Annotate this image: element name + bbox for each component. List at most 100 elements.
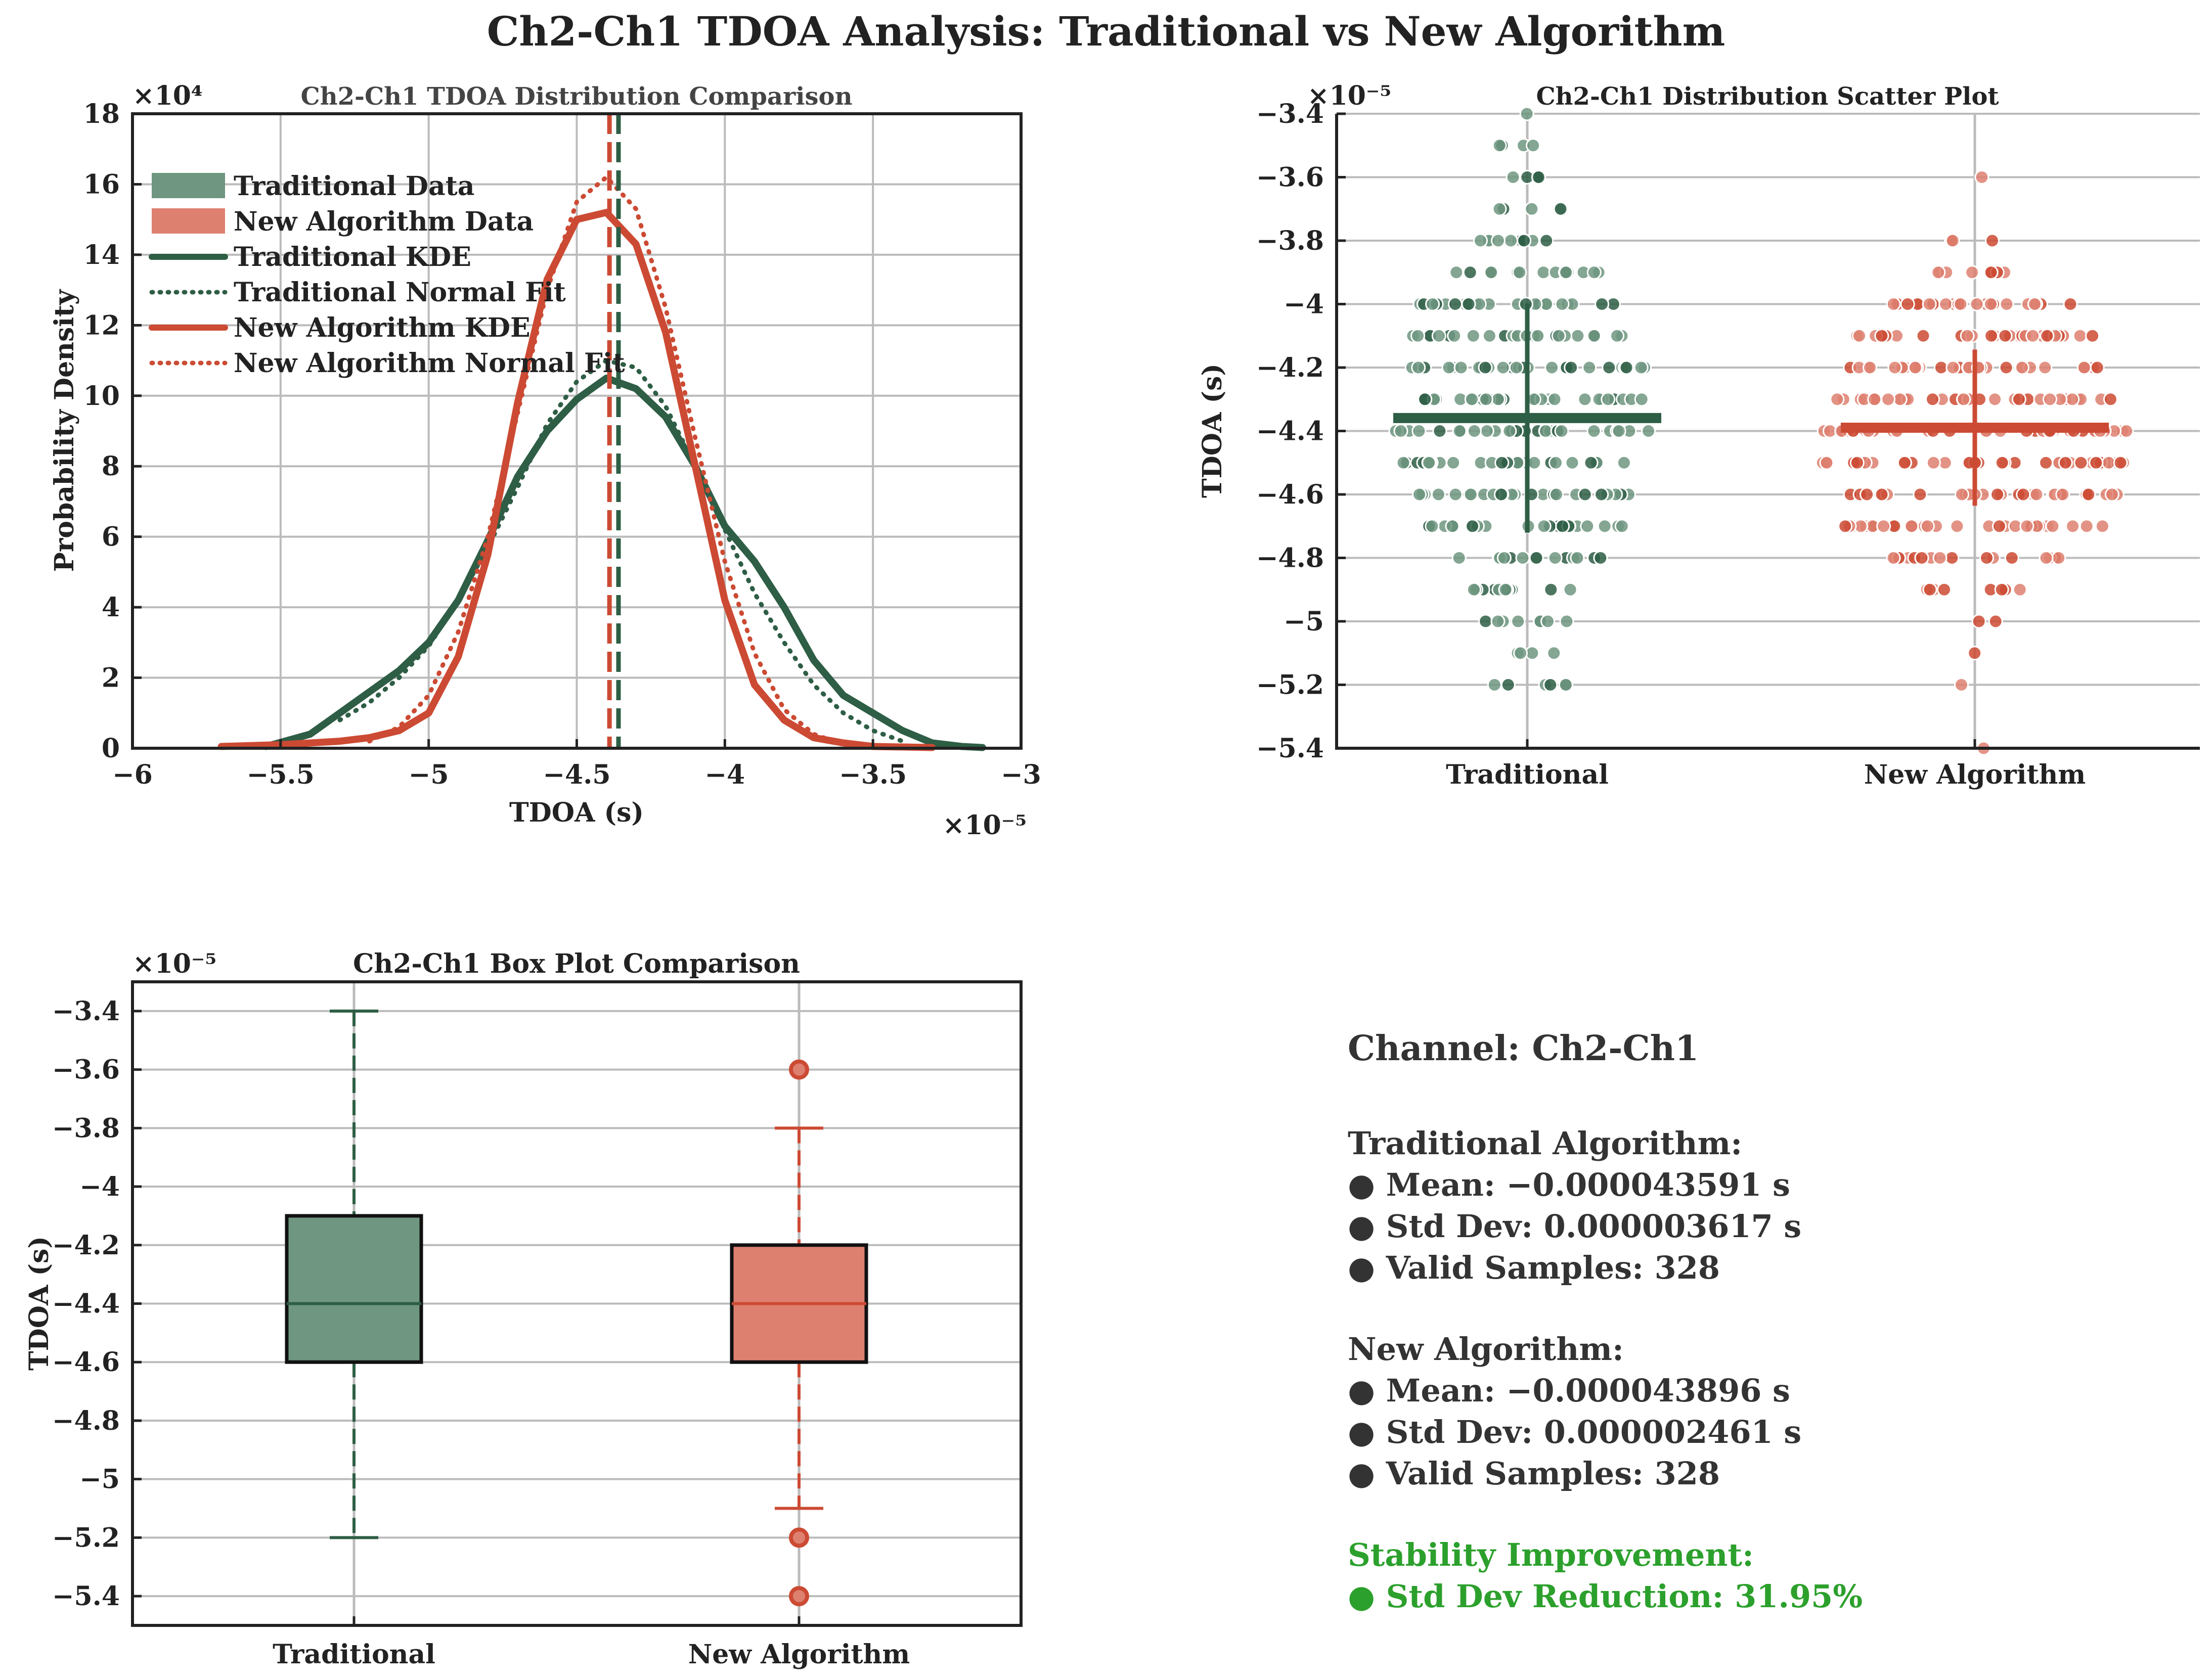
scatter-point-traditional (1500, 677, 1516, 692)
scatter-point-traditional (1524, 201, 1539, 216)
scatter-point-traditional (1529, 551, 1544, 565)
scatter-y-exponent: ×10⁻⁵ (1307, 80, 1391, 111)
scatter-point-new-algorithm (1990, 487, 2005, 502)
scatter-point-traditional (1506, 170, 1521, 185)
distribution-xtick-label: −3.5 (839, 759, 907, 790)
stats-new-header: New Algorithm: (1348, 1331, 1624, 1368)
scatter-panel: −5.4 −5.2 −5 −4.8 −4.6 −4.4 −4.2 −4 −3.8 −3.6 −3.4… (1197, 80, 2200, 790)
scatter-axes-frame (1335, 114, 2200, 750)
distribution-x-exponent: ×10⁻⁵ (943, 810, 1027, 841)
scatter-point-traditional (1411, 424, 1427, 438)
scatter-point-traditional (1517, 233, 1532, 248)
scatter-point-new-algorithm (1881, 392, 1896, 407)
scatter-ytick-label: −4.8 (1256, 543, 1324, 574)
scatter-point-new-algorithm (1999, 360, 2014, 375)
scatter-point-new-algorithm (1965, 265, 1980, 280)
scatter-point-new-algorithm (1931, 265, 1946, 280)
scatter-point-new-algorithm (1992, 519, 2007, 534)
scatter-point-traditional (1616, 455, 1631, 470)
scatter-ytick-label: −4.6 (1256, 479, 1324, 510)
scatter-point-traditional (1555, 297, 1570, 311)
distribution-ytick-label: 2 (102, 663, 120, 694)
scatter-point-new-algorithm (1979, 551, 1994, 565)
scatter-point-traditional (1479, 392, 1493, 407)
distribution-xtick-label: −4.5 (543, 759, 610, 790)
box-xtick-label: New Algorithm (688, 1639, 910, 1670)
scatter-point-traditional (1467, 424, 1482, 438)
scatter-point-new-algorithm (1863, 360, 1878, 375)
scatter-point-new-algorithm (1819, 455, 1834, 470)
scatter-point-traditional (1491, 233, 1506, 248)
distribution-xtick-label: −6 (112, 759, 153, 790)
scatter-point-new-algorithm (1874, 328, 1889, 343)
stats-new-mean: ● Mean: −0.000043896 s (1348, 1372, 1790, 1409)
scatter-point-new-algorithm (1974, 170, 1989, 185)
scatter-point-traditional (1498, 582, 1513, 597)
scatter-point-traditional (1448, 487, 1463, 502)
box-y-exponent: ×10⁻⁵ (132, 948, 216, 979)
scatter-point-new-algorithm (1913, 487, 1928, 502)
scatter-point-traditional (1536, 519, 1552, 534)
distribution-ytick-label: 10 (83, 381, 120, 412)
scatter-point-traditional (1531, 170, 1546, 185)
scatter-point-traditional (1559, 265, 1574, 280)
legend-swatch-new-algorithm-data (152, 208, 225, 234)
scatter-point-new-algorithm (1874, 487, 1889, 502)
stats-improvement-header: Stability Improvement: (1348, 1536, 1754, 1573)
scatter-point-traditional (1641, 424, 1656, 438)
scatter-point-new-algorithm (2063, 297, 2078, 311)
box-ytick-label: −4.2 (52, 1230, 120, 1261)
scatter-point-traditional (1502, 424, 1517, 438)
scatter-point-new-algorithm (2090, 360, 2105, 375)
scatter-point-new-algorithm (2081, 487, 2096, 502)
scatter-point-traditional (1555, 519, 1570, 534)
scatter-point-new-algorithm (2045, 519, 2060, 534)
scatter-point-new-algorithm (1944, 551, 1960, 565)
scatter-point-new-algorithm (1937, 582, 1952, 597)
scatter-point-new-algorithm (1867, 392, 1882, 407)
legend-swatch-traditional-data (152, 173, 225, 198)
distribution-ytick-label: 12 (83, 310, 120, 341)
scatter-point-new-algorithm (1971, 614, 1986, 629)
scatter-point-traditional (1614, 519, 1629, 534)
scatter-point-new-algorithm (1908, 360, 1923, 375)
stats-new-std: ● Std Dev: 0.000002461 s (1348, 1414, 1801, 1450)
box-outlier-new-algorithm (789, 1527, 809, 1548)
scatter-point-traditional (1464, 392, 1479, 407)
scatter-ytick-label: −5 (1284, 606, 1324, 637)
scatter-point-traditional (1448, 297, 1463, 311)
scatter-point-traditional (1410, 328, 1426, 343)
scatter-point-traditional (1577, 487, 1592, 502)
scatter-point-traditional (1544, 360, 1560, 375)
scatter-point-new-algorithm (1860, 487, 1875, 502)
scatter-point-traditional (1487, 677, 1502, 692)
scatter-point-traditional (1494, 455, 1510, 470)
scatter-ytick-label: −3.6 (1256, 162, 1324, 193)
scatter-point-traditional (1479, 424, 1494, 438)
scatter-ytick-label: −3.4 (1256, 99, 1324, 129)
scatter-point-new-algorithm (2104, 487, 2119, 502)
scatter-xtick-label: New Algorithm (1864, 759, 2086, 790)
scatter-point-new-algorithm (2073, 455, 2089, 470)
scatter-point-new-algorithm (1830, 392, 1845, 407)
scatter-point-new-algorithm (2065, 392, 2080, 407)
scatter-point-traditional (1564, 360, 1579, 375)
scatter-point-new-algorithm (1852, 328, 1867, 343)
scatter-point-traditional (1543, 677, 1558, 692)
scatter-point-new-algorithm (2095, 519, 2110, 534)
stats-channel: Channel: Ch2-Ch1 (1348, 1028, 1699, 1069)
scatter-point-new-algorithm (2016, 487, 2031, 502)
distribution-xtick-label: −5.5 (247, 759, 315, 790)
scatter-point-new-algorithm (2019, 519, 2034, 534)
box-ytick-label: −4.6 (52, 1347, 120, 1378)
stats-panel: Channel: Ch2-Ch1 Traditional Algorithm: … (1348, 1028, 1863, 1615)
scatter-point-traditional (1570, 328, 1585, 343)
distribution-title: Ch2-Ch1 TDOA Distribution Comparison (301, 82, 853, 111)
stats-traditional-samples: ● Valid Samples: 328 (1348, 1249, 1720, 1286)
scatter-point-traditional (1467, 582, 1482, 597)
scatter-point-new-algorithm (2113, 455, 2128, 470)
scatter-point-new-algorithm (1998, 328, 2013, 343)
scatter-point-new-algorithm (2039, 551, 2054, 565)
distribution-ytick-label: 8 (102, 451, 120, 482)
stats-traditional-header: Traditional Algorithm: (1348, 1125, 1742, 1162)
